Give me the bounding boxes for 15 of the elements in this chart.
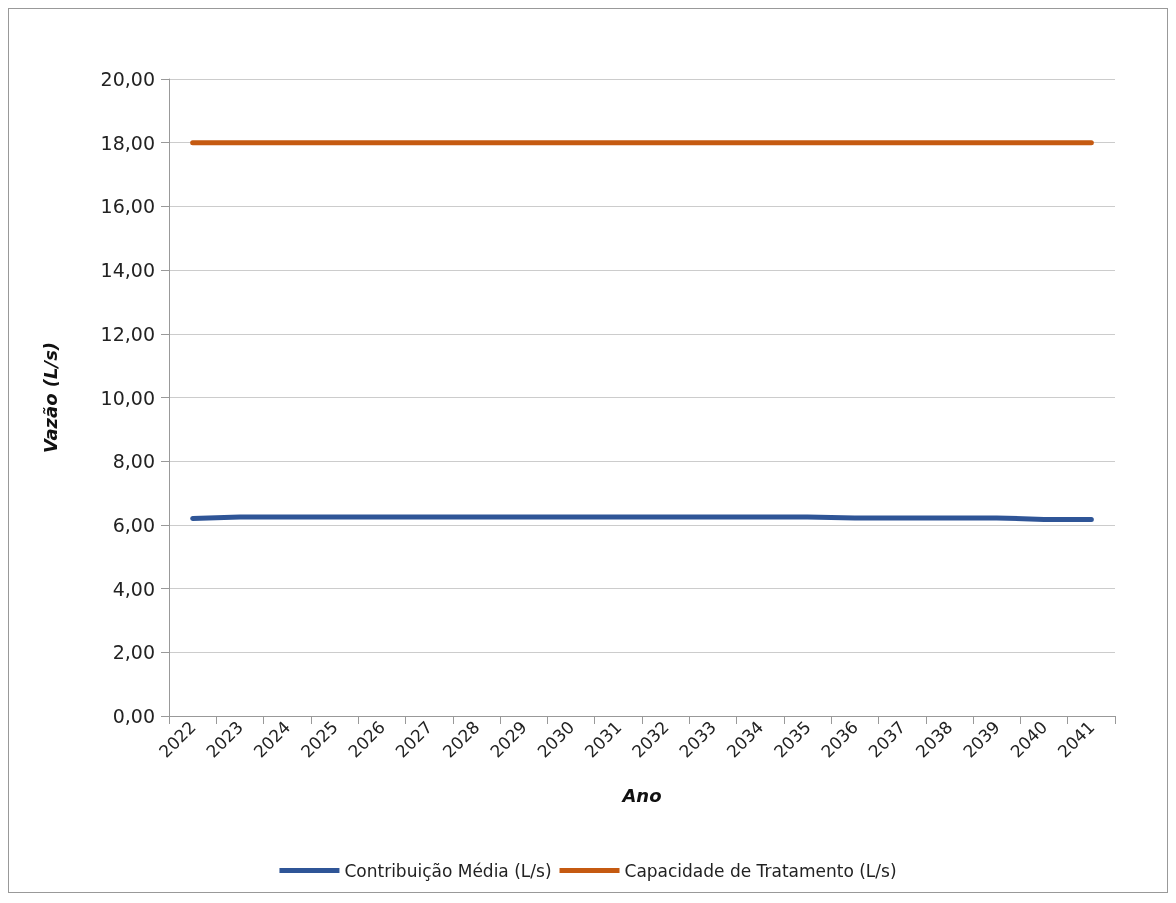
y-tick-label: 20,00 (100, 68, 155, 90)
y-tick-label: 12,00 (100, 322, 155, 345)
legend-label: Capacidade de Tratamento (L/s) (624, 860, 897, 881)
x-axis-title: Ano (620, 784, 662, 806)
y-axis-title: Vazão (L/s) (39, 341, 61, 454)
y-tick-label: 14,00 (100, 259, 155, 282)
y-tick-label: 6,00 (112, 513, 155, 536)
y-tick-label: 4,00 (112, 577, 155, 600)
y-tick-label: 18,00 (100, 131, 155, 154)
y-tick-label: 0,00 (112, 705, 155, 727)
legend-label: Contribuição Média (L/s) (344, 860, 552, 881)
y-tick-label: 2,00 (112, 641, 155, 664)
y-tick-label: 16,00 (100, 195, 155, 218)
y-tick-label: 10,00 (100, 386, 155, 409)
y-tick-label: 8,00 (112, 450, 155, 473)
